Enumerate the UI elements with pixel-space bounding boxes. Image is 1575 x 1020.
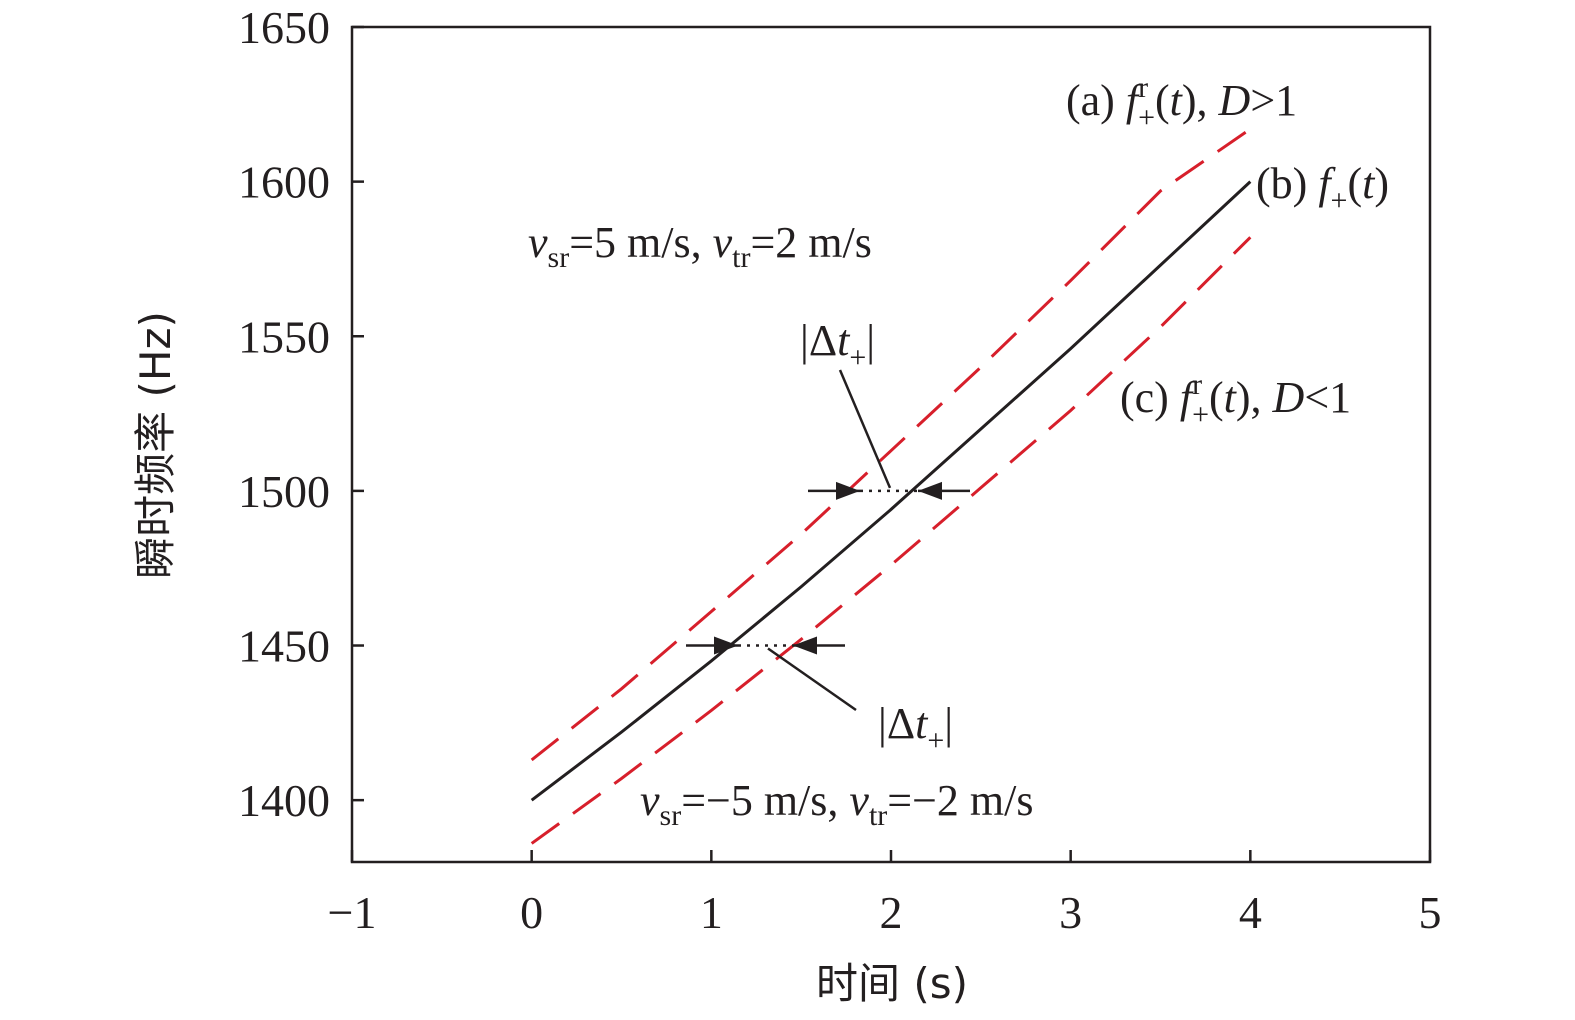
y-tick-label: 1650	[238, 2, 330, 53]
curve-c-label: (c) fr +(t), D<1	[1120, 368, 1351, 431]
axis-ticks: −1 0 1 2 3 4 5 1400 1450 1500 1550 1600 1650	[238, 2, 1442, 938]
x-axis-title: 时间 (s)	[816, 959, 968, 1008]
upper-right-arrow-head	[918, 481, 942, 500]
curve-c-line	[530, 236, 1252, 845]
curve-a-line	[530, 127, 1252, 762]
delta-t-upper-label: |Δt+|	[800, 316, 875, 374]
x-tick-label: 5	[1419, 887, 1442, 938]
delta-t-lower-label: |Δt+|	[878, 699, 953, 757]
y-tick-label: 1450	[238, 621, 330, 672]
y-tick-label: 1600	[238, 157, 330, 208]
x-tick-label: 1	[700, 887, 723, 938]
x-tick-label: −1	[328, 887, 377, 938]
curve-b-line	[530, 180, 1252, 802]
lower-velocity-label: vsr=−5 m/s, vtr=−2 m/s	[640, 776, 1033, 832]
x-tick-label: 2	[880, 887, 903, 938]
curves-layer	[530, 127, 1252, 845]
y-tick-label: 1400	[238, 775, 330, 826]
lower-right-arrow-head	[793, 636, 817, 655]
x-tick-label: 4	[1239, 887, 1262, 938]
curve-b-label: (b) f+(t)	[1256, 159, 1389, 217]
x-tick-label: 3	[1059, 887, 1082, 938]
y-tick-label: 1500	[238, 466, 330, 517]
upper-left-arrow-head	[836, 481, 860, 500]
upper-leader-line	[838, 369, 892, 489]
interval-markers	[686, 369, 970, 712]
y-axis-title: 瞬时频率 (Hz)	[131, 311, 180, 579]
lower-leader-line	[767, 647, 857, 712]
x-tick-label: 0	[520, 887, 543, 938]
lower-left-arrow-head	[714, 636, 738, 655]
curve-a-label: (a) fr +(t), D>1	[1066, 71, 1297, 134]
y-tick-label: 1550	[238, 311, 330, 362]
upper-velocity-label: vsr=5 m/s, vtr=2 m/s	[528, 218, 872, 274]
